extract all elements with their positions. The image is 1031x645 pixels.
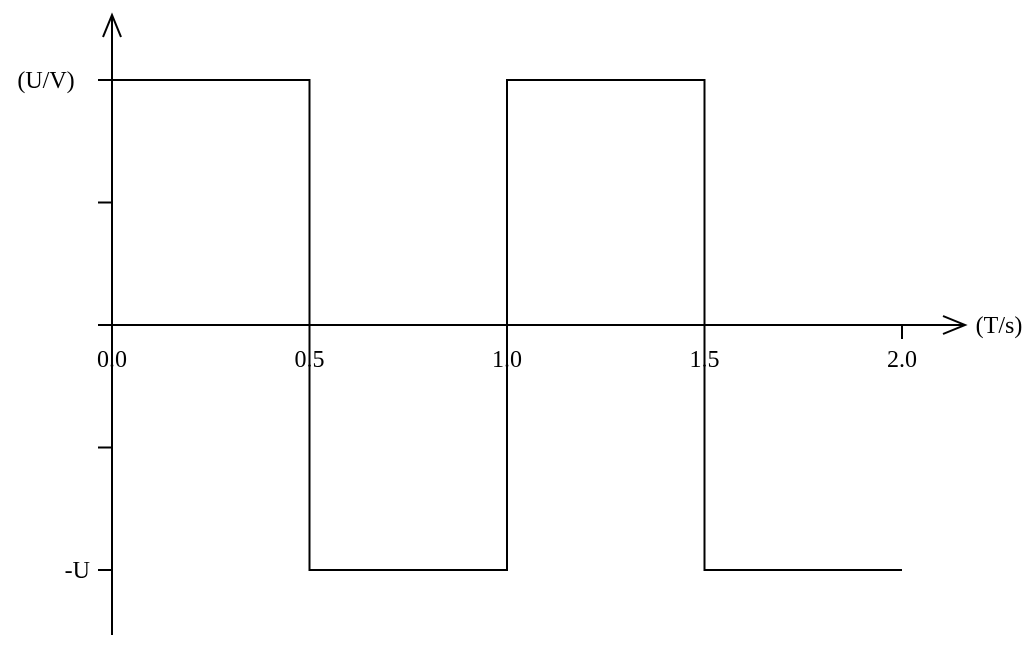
x-axis-label: (T/s) [976,313,1023,339]
x-tick-label: 2.0 [887,347,917,373]
square-wave-chart: 0.00.51.01.52.0-U(U/V)(T/s) [0,0,1031,645]
chart-svg: 0.00.51.01.52.0-U(U/V)(T/s) [0,0,1031,645]
y-axis-label: (U/V) [17,68,74,94]
x-tick-label: 0.0 [97,347,127,373]
y-tick-label: -U [65,558,90,584]
